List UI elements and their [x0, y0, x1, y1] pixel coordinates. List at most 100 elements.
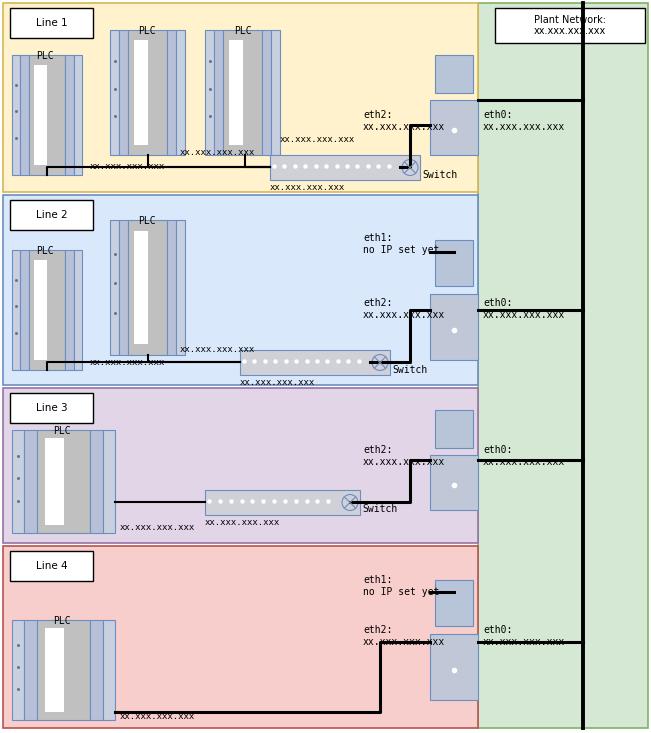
Bar [134, 40, 148, 145]
Bar [12, 430, 24, 533]
Text: no IP set yet: no IP set yet [363, 587, 439, 597]
Bar [430, 634, 478, 700]
Bar [271, 30, 280, 155]
Text: Line 2: Line 2 [36, 210, 67, 220]
Bar [3, 195, 478, 385]
Bar [36, 430, 90, 533]
Text: PLC: PLC [53, 616, 71, 626]
Text: eth1:: eth1: [363, 233, 393, 243]
Text: eth2:: eth2: [363, 445, 393, 455]
Text: PLC: PLC [36, 246, 54, 256]
Bar [435, 55, 473, 93]
Text: xx.xxx.xxx.xxx: xx.xxx.xxx.xxx [90, 358, 165, 367]
Bar [119, 30, 128, 155]
Bar [262, 30, 271, 155]
Text: eth1:: eth1: [363, 575, 393, 585]
Bar [176, 220, 185, 355]
Bar [478, 3, 648, 728]
Bar [12, 620, 24, 720]
Text: Line 4: Line 4 [36, 561, 67, 571]
Bar [167, 30, 176, 155]
Bar [430, 294, 478, 360]
Text: xx.xxx.xxx.xxx: xx.xxx.xxx.xxx [363, 122, 445, 132]
Text: Switch: Switch [362, 504, 397, 514]
Bar [29, 55, 65, 175]
Bar [10, 200, 93, 230]
Text: eth2:: eth2: [363, 298, 393, 308]
Bar [110, 30, 119, 155]
Bar [240, 350, 390, 375]
Text: xx.xxx.xxx.xxx: xx.xxx.xxx.xxx [483, 122, 565, 132]
Text: PLC: PLC [138, 216, 156, 226]
Bar [24, 430, 36, 533]
Text: PLC: PLC [138, 26, 156, 36]
Bar [29, 250, 65, 370]
Text: xx.xxx.xxx.xxx: xx.xxx.xxx.xxx [363, 457, 445, 467]
Bar [128, 30, 167, 155]
Text: Line 1: Line 1 [36, 18, 67, 28]
Text: xx.xxx.xxx.xxx: xx.xxx.xxx.xxx [483, 310, 565, 320]
Text: xx.xxx.xxx.xxx: xx.xxx.xxx.xxx [180, 148, 255, 157]
Bar [435, 410, 473, 448]
Text: xx.xxx.xxx.xxx: xx.xxx.xxx.xxx [180, 345, 255, 354]
Text: Line 3: Line 3 [36, 403, 67, 413]
Text: eth0:: eth0: [483, 298, 512, 308]
Bar [10, 551, 93, 581]
Bar [223, 30, 262, 155]
Text: eth0:: eth0: [483, 625, 512, 635]
Text: xx.xxx.xxx.xxx: xx.xxx.xxx.xxx [90, 162, 165, 171]
Text: PLC: PLC [36, 51, 54, 61]
Text: xx.xxx.xxx.xxx: xx.xxx.xxx.xxx [280, 135, 355, 144]
Bar [90, 620, 103, 720]
Bar [229, 40, 243, 145]
Bar [205, 490, 360, 515]
Bar [35, 259, 47, 361]
Bar [10, 393, 93, 423]
Bar [103, 620, 115, 720]
Bar [65, 55, 74, 175]
Bar [45, 628, 64, 712]
Bar [205, 30, 214, 155]
Bar [24, 620, 36, 720]
Bar [12, 55, 20, 175]
Bar [435, 580, 473, 625]
Text: xx.xxx.xxx.xxx: xx.xxx.xxx.xxx [205, 518, 280, 527]
Text: Plant Network:
xx.xxx.xxx.xxx: Plant Network: xx.xxx.xxx.xxx [534, 15, 606, 37]
Text: xx.xxx.xxx.xxx: xx.xxx.xxx.xxx [483, 637, 565, 647]
Bar [20, 55, 29, 175]
Bar [74, 250, 82, 370]
Bar [12, 250, 20, 370]
Bar [435, 240, 473, 286]
Bar [3, 546, 478, 728]
Text: no IP set yet: no IP set yet [363, 245, 439, 255]
Bar [167, 220, 176, 355]
Text: eth0:: eth0: [483, 110, 512, 120]
Bar [10, 8, 93, 38]
Bar [119, 220, 128, 355]
Bar [214, 30, 223, 155]
Bar [90, 430, 103, 533]
Bar [3, 388, 478, 543]
Bar [270, 155, 420, 180]
Bar [430, 100, 478, 155]
Bar [495, 8, 645, 43]
Bar [3, 3, 478, 192]
Text: xx.xxx.xxx.xxx: xx.xxx.xxx.xxx [363, 310, 445, 320]
Text: PLC: PLC [234, 26, 252, 36]
Text: xx.xxx.xxx.xxx: xx.xxx.xxx.xxx [270, 183, 345, 192]
Bar [20, 250, 29, 370]
Text: xx.xxx.xxx.xxx: xx.xxx.xxx.xxx [240, 378, 315, 387]
Bar [134, 231, 148, 345]
Text: eth0:: eth0: [483, 445, 512, 455]
Text: xx.xxx.xxx.xxx: xx.xxx.xxx.xxx [363, 637, 445, 647]
Text: PLC: PLC [53, 426, 71, 436]
Bar [45, 438, 64, 525]
Text: Switch: Switch [392, 365, 427, 375]
Text: xx.xxx.xxx.xxx: xx.xxx.xxx.xxx [483, 457, 565, 467]
Bar [430, 455, 478, 510]
Bar [74, 55, 82, 175]
Text: xx.xxx.xxx.xxx: xx.xxx.xxx.xxx [120, 523, 195, 532]
Bar [176, 30, 185, 155]
Bar [36, 620, 90, 720]
Bar [65, 250, 74, 370]
